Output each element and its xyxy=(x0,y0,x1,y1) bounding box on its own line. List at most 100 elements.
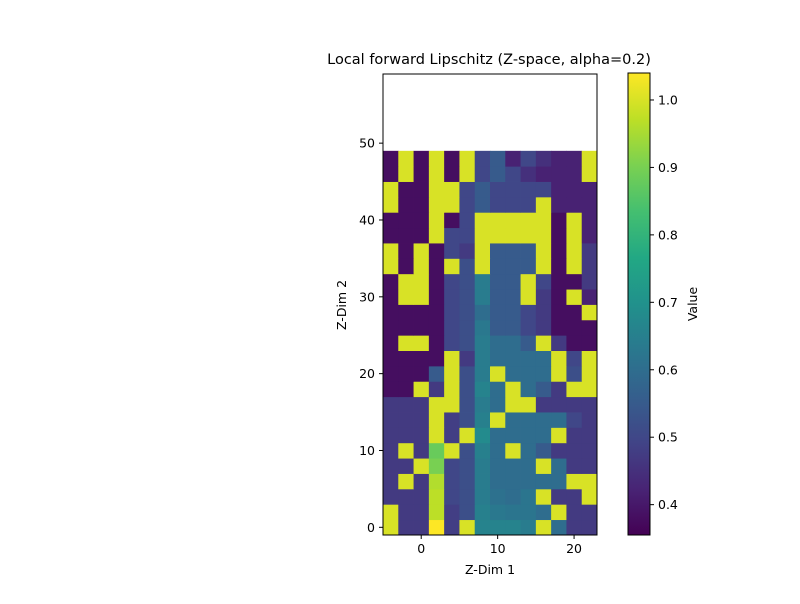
heatmap-cell xyxy=(413,212,430,229)
heatmap-cell xyxy=(383,427,399,444)
heatmap-cell xyxy=(490,519,506,536)
colorbar-tick-label: 0.4 xyxy=(658,497,678,512)
heatmap-cell xyxy=(444,350,460,367)
heatmap-cell xyxy=(535,258,552,275)
heatmap-cell xyxy=(383,319,399,336)
heatmap-cell xyxy=(566,273,583,290)
heatmap-cell xyxy=(428,258,445,275)
heatmap-cell xyxy=(383,289,399,305)
heatmap-cell xyxy=(566,458,583,474)
heatmap-cell xyxy=(490,319,506,336)
heatmap-cell xyxy=(474,335,491,351)
heatmap-cell xyxy=(474,519,491,536)
heatmap-cell xyxy=(459,488,476,505)
heatmap-cell xyxy=(383,396,399,413)
heatmap-cell xyxy=(398,519,414,536)
heatmap-cell xyxy=(459,381,476,398)
colorbar-ticks: 0.4 0.5 0.6 0.7 0.8 0.9 1.0 xyxy=(650,92,678,512)
heatmap-cell xyxy=(520,381,537,398)
heatmap-cell xyxy=(474,243,491,259)
heatmap-cell xyxy=(490,427,506,444)
heatmap-cell xyxy=(520,365,537,382)
heatmap-cell xyxy=(413,458,430,474)
heatmap-cell xyxy=(383,212,399,229)
heatmap-cell xyxy=(444,473,460,490)
heatmap-cell xyxy=(459,304,476,321)
heatmap-cell xyxy=(444,196,460,213)
heatmap-cell xyxy=(551,181,567,198)
heatmap-cell xyxy=(428,473,445,490)
heatmap-cell xyxy=(551,473,567,490)
heatmap-cell xyxy=(551,381,567,398)
heatmap-cell xyxy=(505,166,521,182)
heatmap-cell xyxy=(383,365,399,382)
heatmap-cell xyxy=(581,519,598,536)
heatmap-cell xyxy=(520,166,537,182)
heatmap-cell xyxy=(581,442,598,459)
heatmap-cell xyxy=(535,289,552,305)
heatmap-cell xyxy=(413,442,430,459)
heatmap-cell xyxy=(474,181,491,198)
heatmap-cell xyxy=(413,258,430,275)
heatmap-cell xyxy=(459,227,476,244)
heatmap-cell xyxy=(581,196,598,213)
heatmap-cell xyxy=(428,427,445,444)
y-tick-label: 40 xyxy=(359,212,375,227)
heatmap-cell xyxy=(535,273,552,290)
heatmap-cell xyxy=(581,365,598,382)
y-axis-label: Z-Dim 2 xyxy=(334,280,349,330)
heatmap-cell xyxy=(383,166,399,182)
heatmap-cell xyxy=(428,319,445,336)
heatmap-cell xyxy=(581,458,598,474)
heatmap-cell xyxy=(413,381,430,398)
heatmap-cell xyxy=(428,519,445,536)
heatmap-cell xyxy=(413,304,430,321)
heatmap-cell xyxy=(428,381,445,398)
heatmap-cell xyxy=(490,442,506,459)
heatmap-cell xyxy=(444,488,460,505)
heatmap-cell xyxy=(474,396,491,413)
heatmap-cell xyxy=(444,150,460,167)
heatmap-cell xyxy=(444,243,460,259)
heatmap-cell xyxy=(551,243,567,259)
heatmap-cell xyxy=(551,350,567,367)
heatmap-cell xyxy=(505,396,521,413)
heatmap-cell xyxy=(535,365,552,382)
heatmap-cell xyxy=(505,243,521,259)
heatmap-cell xyxy=(520,196,537,213)
heatmap-cell xyxy=(383,181,399,198)
heatmap-cell xyxy=(535,319,552,336)
x-tick-label: 0 xyxy=(417,541,425,556)
heatmap-cell xyxy=(566,381,583,398)
heatmap-cell xyxy=(551,273,567,290)
heatmap-cell xyxy=(520,519,537,536)
heatmap-cell xyxy=(383,442,399,459)
heatmap-cell xyxy=(444,412,460,428)
heatmap-cell xyxy=(444,442,460,459)
heatmap-cell xyxy=(566,396,583,413)
heatmap-cell xyxy=(535,412,552,428)
heatmap-cell xyxy=(474,473,491,490)
heatmap-cell xyxy=(383,412,399,428)
y-tick-label: 20 xyxy=(359,366,375,381)
x-axis-label: Z-Dim 1 xyxy=(465,562,515,577)
heatmap-cell xyxy=(535,212,552,229)
heatmap-cell xyxy=(459,396,476,413)
colorbar-tick-label: 0.8 xyxy=(658,227,678,242)
heatmap-cell xyxy=(398,396,414,413)
heatmap-cell xyxy=(428,458,445,474)
heatmap-cell xyxy=(383,488,399,505)
heatmap-cell xyxy=(398,412,414,428)
heatmap-cell xyxy=(444,396,460,413)
heatmap-cell xyxy=(459,273,476,290)
heatmap-cell xyxy=(413,488,430,505)
heatmap-cell xyxy=(459,519,476,536)
heatmap-cell xyxy=(459,504,476,521)
heatmap-cell xyxy=(474,365,491,382)
heatmap-cell xyxy=(398,289,414,305)
heatmap-cell xyxy=(398,196,414,213)
heatmap-cell xyxy=(474,442,491,459)
heatmap-cell xyxy=(520,319,537,336)
heatmap-cell xyxy=(413,166,430,182)
heatmap-cell xyxy=(474,212,491,229)
